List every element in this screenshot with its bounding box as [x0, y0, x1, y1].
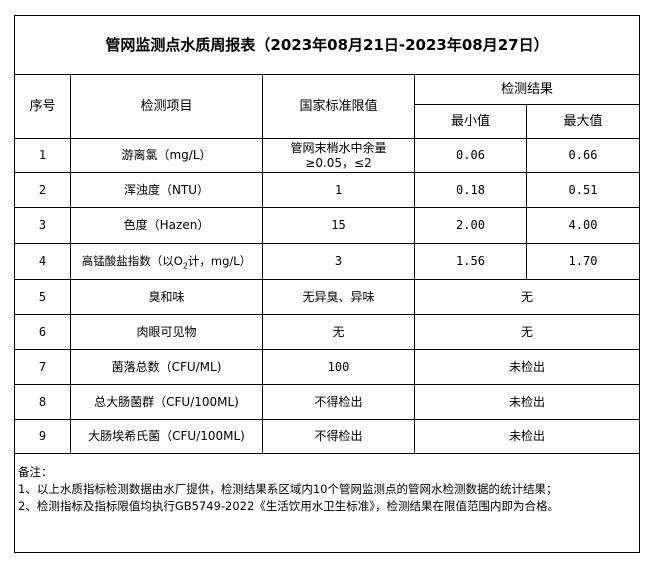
table-row: 2 浑浊度（NTU） 1 0.18 0.51 — [14, 172, 641, 208]
item-text: 计，mg/L） — [187, 254, 252, 268]
notes-label: 备注： — [18, 465, 53, 479]
row-max: 0.51 — [525, 172, 641, 208]
table-row: 1 游离氯（mg/L） 管网末梢水中余量≥0.05，≤2 0.06 0.66 — [14, 138, 641, 173]
table-row: 5 臭和味 无异臭、异味 无 — [14, 279, 641, 315]
row-index: 5 — [14, 279, 71, 315]
header-max: 最大值 — [525, 104, 641, 139]
table-row: 9 大肠埃希氏菌（CFU/100ML) 不得检出 未检出 — [14, 419, 641, 454]
notes-line-2: 2、检测指标及指标限值均执行GB5749-2022《生活饮用水卫生标准》，检测结… — [18, 499, 560, 513]
row-result: 未检出 — [413, 384, 641, 420]
item-subscript: 2 — [182, 261, 188, 271]
table-row: 4 高锰酸盐指数（以O2计，mg/L） 3 1.56 1.70 — [14, 243, 641, 280]
row-index: 4 — [14, 243, 71, 280]
row-item: 高锰酸盐指数（以O2计，mg/L） — [70, 243, 263, 280]
row-result: 未检出 — [413, 349, 641, 385]
row-standard: 无 — [262, 314, 415, 350]
row-item: 总大肠菌群（CFU/100ML) — [70, 384, 263, 420]
row-standard: 3 — [262, 243, 415, 280]
row-result: 无 — [413, 279, 641, 315]
row-item: 游离氯（mg/L） — [70, 138, 263, 173]
header-standard: 国家标准限值 — [262, 74, 415, 139]
notes: 备注： 1、以上水质指标检测数据由水厂提供，检测结果系区域内10个管网监测点的管… — [13, 453, 641, 553]
row-result: 无 — [413, 314, 641, 350]
table-row: 7 菌落总数（CFU/ML) 100 未检出 — [14, 349, 641, 385]
row-item: 浑浊度（NTU） — [70, 172, 263, 208]
row-standard: 不得检出 — [262, 384, 415, 420]
row-item: 菌落总数（CFU/ML) — [70, 349, 263, 385]
row-index: 9 — [14, 419, 71, 454]
row-item: 臭和味 — [70, 279, 263, 315]
row-max: 1.70 — [525, 243, 641, 280]
row-item: 色度（Hazen） — [70, 207, 263, 244]
table-row: 6 肉眼可见物 无 无 — [14, 314, 641, 350]
row-index: 1 — [14, 138, 71, 173]
row-min: 1.56 — [414, 243, 527, 280]
notes-line-1: 1、以上水质指标检测数据由水厂提供，检测结果系区域内10个管网监测点的管网水检测… — [18, 482, 558, 496]
header-item: 检测项目 — [70, 74, 263, 139]
table-row: 3 色度（Hazen） 15 2.00 4.00 — [14, 207, 641, 244]
row-standard: 管网末梢水中余量≥0.05，≤2 — [262, 138, 415, 173]
row-standard: 无异臭、异味 — [262, 279, 415, 315]
row-min: 0.18 — [414, 172, 527, 208]
row-item: 肉眼可见物 — [70, 314, 263, 350]
row-index: 8 — [14, 384, 71, 420]
row-standard: 100 — [262, 349, 415, 385]
report-title: 管网监测点水质周报表（2023年08月21日-2023年08月27日） — [13, 15, 641, 75]
row-index: 3 — [14, 207, 71, 244]
row-index: 7 — [14, 349, 71, 385]
row-index: 6 — [14, 314, 71, 350]
row-index: 2 — [14, 172, 71, 208]
table-row: 8 总大肠菌群（CFU/100ML) 不得检出 未检出 — [14, 384, 641, 420]
row-result: 未检出 — [413, 419, 641, 454]
header-min: 最小值 — [414, 104, 527, 139]
row-max: 4.00 — [525, 207, 641, 244]
row-max: 0.66 — [525, 138, 641, 173]
row-standard: 不得检出 — [262, 419, 415, 454]
water-quality-report-table: 管网监测点水质周报表（2023年08月21日-2023年08月27日） 序号 检… — [13, 15, 641, 553]
header-result: 检测结果 — [413, 74, 641, 105]
row-item: 大肠埃希氏菌（CFU/100ML) — [70, 419, 263, 454]
row-standard: 1 — [262, 172, 415, 208]
row-standard: 15 — [262, 207, 415, 244]
row-min: 2.00 — [414, 207, 527, 244]
header-index: 序号 — [14, 74, 71, 139]
item-text: 高锰酸盐指数（以O — [81, 254, 183, 268]
row-min: 0.06 — [414, 138, 527, 173]
